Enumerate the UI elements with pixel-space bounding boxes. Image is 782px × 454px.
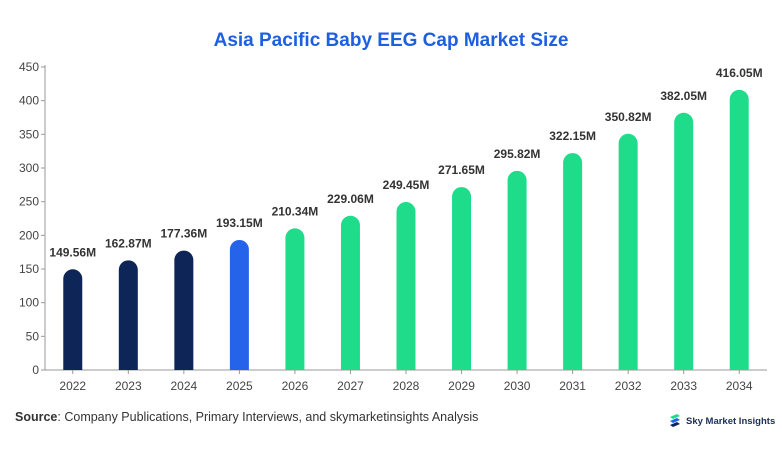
data-label-2023: 162.87M (105, 236, 152, 250)
bar-2023 (118, 260, 138, 370)
source-text: : Company Publications, Primary Intervie… (57, 410, 479, 424)
x-tick-label-2024: 2024 (170, 379, 197, 393)
bar-2022 (63, 269, 83, 370)
y-tick-label: 50 (26, 329, 40, 343)
y-tick-label: 400 (19, 94, 39, 108)
x-tick-label-2028: 2028 (393, 379, 420, 393)
bar-2025 (229, 239, 249, 370)
data-label-2028: 249.45M (383, 178, 430, 192)
source-label: Source (15, 410, 58, 424)
bar-2027 (340, 215, 360, 370)
x-tick-label-2032: 2032 (615, 379, 642, 393)
bar-2031 (563, 153, 583, 370)
x-tick-label-2029: 2029 (448, 379, 475, 393)
data-label-2033: 382.05M (660, 89, 707, 103)
x-tick-label-2030: 2030 (504, 379, 531, 393)
x-tick-label-2033: 2033 (670, 379, 697, 393)
y-tick-label: 250 (19, 195, 39, 209)
bar-2030 (507, 170, 527, 370)
y-tick-label: 450 (19, 60, 39, 74)
data-label-2034: 416.05M (716, 66, 763, 80)
bar-2034 (729, 89, 749, 370)
bar-2024 (174, 250, 194, 370)
bar-2028 (396, 202, 416, 370)
x-tick-label-2023: 2023 (115, 379, 142, 393)
data-label-2022: 149.56M (49, 245, 96, 259)
x-axis: 2022 2023 2024 2025 2026 2027 2028 2029 2030 2031… (45, 369, 767, 393)
source-note: Source: Company Publications, Primary In… (15, 410, 478, 424)
y-tick-label: 350 (19, 127, 39, 141)
bars (63, 89, 749, 371)
chart-title: Asia Pacific Baby EEG Cap Market Size (213, 30, 569, 51)
x-tick-label-2031: 2031 (559, 379, 586, 393)
x-tick-label-2022: 2022 (59, 379, 86, 393)
data-label-2029: 271.65M (438, 163, 485, 177)
data-label-2031: 322.15M (549, 129, 596, 143)
brand-name: Sky Market Insights (686, 415, 776, 427)
x-tick-label-2034: 2034 (726, 379, 753, 393)
bar-2026 (285, 228, 305, 370)
data-label-2026: 210.34M (272, 204, 319, 218)
bar-2032 (618, 133, 638, 370)
bar-2033 (674, 112, 694, 371)
y-tick-label: 100 (19, 296, 39, 310)
data-label-2032: 350.82M (605, 110, 652, 124)
x-tick-label-2025: 2025 (226, 379, 253, 393)
y-tick-label: 150 (19, 262, 39, 276)
y-axis: 0 50 100 150 200 250 300 350 400 450 (19, 60, 46, 377)
data-label-2025: 193.15M (216, 216, 263, 230)
y-tick-label: 200 (19, 228, 39, 242)
data-labels: 149.56M 162.87M 177.36M 193.15M 210.34M 229.0… (49, 66, 762, 259)
bar-2029 (452, 187, 472, 370)
y-tick-label: 300 (19, 161, 39, 175)
data-label-2030: 295.82M (494, 147, 541, 161)
y-tick-label: 0 (32, 363, 39, 377)
data-label-2027: 229.06M (327, 192, 374, 206)
x-tick-label-2026: 2026 (282, 379, 309, 393)
brand-logo: Sky Market Insights (668, 412, 775, 430)
data-label-2024: 177.36M (160, 227, 207, 241)
x-tick-label-2027: 2027 (337, 379, 364, 393)
sky-market-insights-logo-icon (670, 414, 680, 427)
